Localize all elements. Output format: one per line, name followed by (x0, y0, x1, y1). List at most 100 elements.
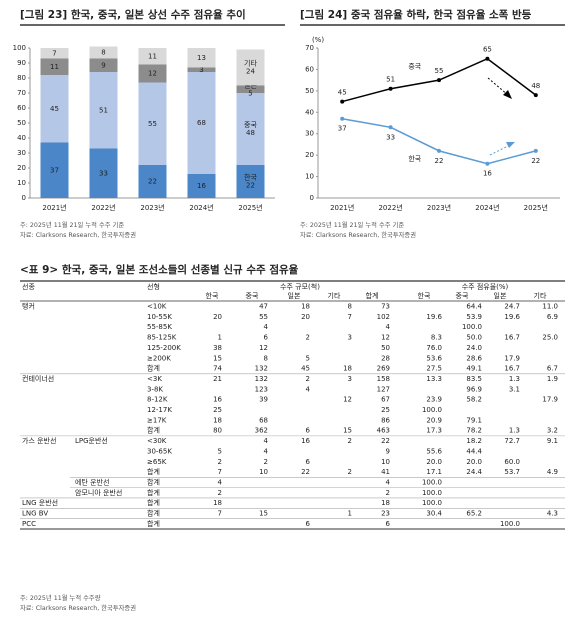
cell: LNG 운반선 (22, 498, 58, 507)
value-label: 37 (338, 125, 347, 133)
point (437, 148, 441, 153)
value-label: 22 (148, 178, 157, 186)
series-label: 한국 (408, 155, 421, 163)
y-tick-label: 90 (17, 59, 26, 67)
cell: 50.0 (466, 334, 482, 342)
chart-title: [그림 23] 한국, 중국, 일본 상선 수주 점유율 추이 (20, 8, 246, 21)
cell: 24.0 (466, 344, 482, 352)
cell: 2 (264, 458, 268, 466)
header: 기타 (534, 291, 547, 300)
cell: 20.0 (466, 458, 482, 466)
cell: 10 (381, 458, 390, 466)
cell: 123 (255, 385, 268, 393)
cell: 47 (259, 303, 268, 311)
cell: 6 (306, 520, 311, 528)
cell: <10K (147, 303, 167, 311)
cell: 44.4 (466, 447, 482, 455)
y-tick-label: 40 (17, 134, 26, 142)
cell: 12 (381, 334, 390, 342)
cell: 8 (348, 303, 352, 311)
cell: 22 (301, 468, 310, 476)
bar-segment (138, 64, 167, 83)
cell: 17.3 (426, 427, 442, 435)
y-tick-label: 30 (305, 130, 314, 138)
value-label: 22 (531, 157, 540, 165)
y-tick-label: 60 (17, 104, 26, 112)
cell: 7 (218, 510, 222, 518)
cell: 12-17K (147, 406, 172, 414)
value-label: 22 (435, 157, 444, 165)
cell: 23 (381, 510, 390, 518)
value-label: 22 (246, 182, 255, 190)
note: 자료: Clarksons Research, 한국투자증권 (300, 230, 416, 239)
cell: 86 (381, 416, 390, 424)
x-tick-label: 2023년 (427, 203, 451, 212)
cell: 100.0 (422, 478, 442, 486)
cell: 80 (213, 427, 222, 435)
cell: 12 (259, 344, 268, 352)
cell: 1.3 (509, 427, 520, 435)
note: 주: 2025년 11월 21일 누적 수주 기준 (300, 220, 404, 229)
cell: 12 (343, 396, 352, 404)
cell: 18 (381, 499, 390, 507)
value-label: 51 (386, 76, 395, 84)
bar-segment (236, 165, 265, 198)
value-label: 68 (197, 119, 206, 127)
bar-segment (138, 82, 167, 165)
cell: 19.6 (426, 313, 442, 321)
y-tick-label: 0 (22, 194, 26, 202)
header: 중국 (246, 292, 259, 300)
cell: 4 (264, 323, 269, 331)
header: 한국 (206, 292, 219, 300)
bar-segment (40, 75, 69, 143)
value-label: 5 (248, 89, 252, 97)
cell: 25 (381, 406, 390, 414)
header: 선종 (22, 282, 35, 291)
series-label: 한국 (244, 174, 257, 182)
value-label: 55 (435, 67, 444, 75)
cell: 55-85K (147, 323, 172, 331)
cell: 1 (218, 334, 222, 342)
x-tick-label: 2021년 (330, 203, 354, 212)
cell: 10-55K (147, 313, 172, 321)
bar-segment (236, 85, 265, 93)
y-tick-label: 50 (17, 119, 26, 127)
x-tick-label: 2025년 (238, 203, 262, 212)
cell: 85-125K (147, 334, 177, 342)
cell: 55.6 (426, 447, 442, 455)
cell: ≥17K (147, 416, 167, 424)
x-tick-label: 2025년 (524, 203, 548, 212)
cell: 96.9 (466, 385, 482, 393)
bar-segment (236, 93, 265, 165)
cell: 74 (213, 365, 222, 373)
cell: 8-12K (147, 396, 168, 404)
cell: 125-200K (147, 344, 181, 352)
value-label: 11 (50, 63, 59, 71)
bar-segment (40, 48, 69, 59)
cell: 22 (381, 437, 390, 445)
cell: 8.3 (431, 334, 442, 342)
x-tick-label: 2023년 (140, 203, 164, 212)
cell: LNG BV (22, 510, 48, 518)
y-tick-label: 70 (17, 89, 26, 97)
value-label: 9 (101, 61, 105, 69)
point (485, 56, 490, 61)
value-label: 33 (99, 169, 108, 177)
cell: 6 (306, 458, 311, 466)
note: 주: 2025년 11월 21일 누적 수주 기준 (20, 220, 124, 229)
cell: 158 (377, 375, 390, 383)
header: 수주 규모(척) (280, 283, 320, 291)
cell: 19.6 (504, 313, 520, 321)
cell: 15 (343, 427, 352, 435)
cell: LPG운반선 (75, 436, 108, 445)
cell: 4.9 (547, 468, 558, 476)
cell: 합계 (147, 488, 160, 497)
point (437, 78, 441, 83)
cell: 암모니아 운반선 (75, 488, 122, 497)
cell: 1.3 (509, 375, 520, 383)
cell: 4 (306, 385, 311, 393)
cell: 60.0 (504, 458, 520, 466)
value-label: 24 (246, 68, 255, 76)
cell: 11.0 (542, 303, 558, 311)
value-label: 7 (52, 49, 56, 57)
